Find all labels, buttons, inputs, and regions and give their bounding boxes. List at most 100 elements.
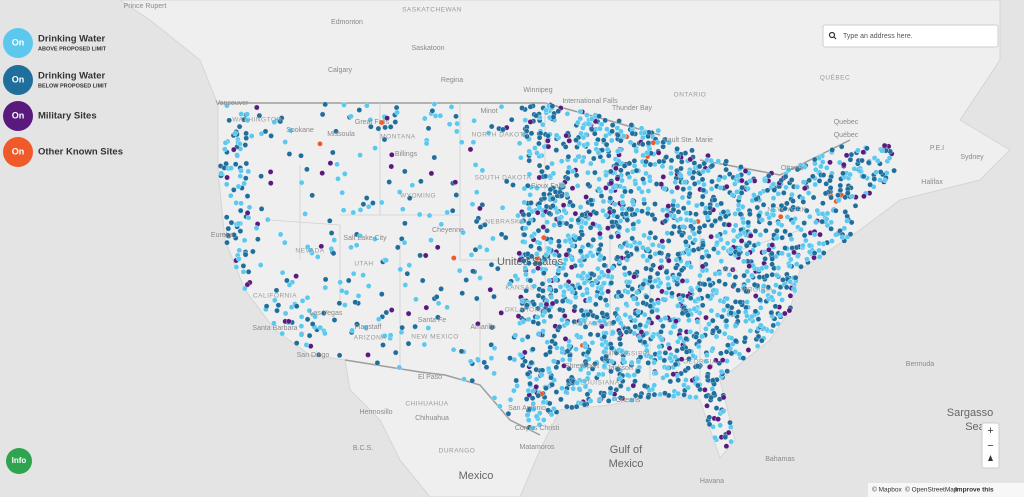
site-dot[interactable] <box>758 305 764 311</box>
site-dot[interactable] <box>569 289 576 295</box>
site-dot[interactable] <box>637 393 644 400</box>
site-dot[interactable] <box>751 192 757 198</box>
site-dot[interactable] <box>232 130 238 137</box>
site-dot[interactable] <box>238 111 244 117</box>
site-dot[interactable] <box>578 130 584 137</box>
site-dot[interactable] <box>529 425 536 431</box>
site-dot[interactable] <box>675 251 681 257</box>
site-dot[interactable] <box>678 165 684 172</box>
site-dot[interactable] <box>643 170 649 177</box>
site-dot[interactable] <box>654 307 660 313</box>
site-dot[interactable] <box>706 364 713 370</box>
site-dot[interactable] <box>674 347 680 354</box>
site-dot[interactable] <box>688 217 694 224</box>
site-dot[interactable] <box>788 236 795 242</box>
site-dot[interactable] <box>544 339 551 345</box>
site-dot[interactable] <box>721 307 727 313</box>
site-dot[interactable] <box>697 272 703 279</box>
site-dot[interactable] <box>474 295 480 302</box>
site-dot[interactable] <box>669 188 675 195</box>
site-dot[interactable] <box>267 169 274 175</box>
site-dot[interactable] <box>886 155 893 161</box>
site-dot[interactable] <box>460 229 466 236</box>
site-dot[interactable] <box>590 237 597 243</box>
site-dot[interactable] <box>724 368 730 374</box>
site-dot[interactable] <box>694 319 701 325</box>
site-dot[interactable] <box>567 356 573 363</box>
site-dot[interactable] <box>764 211 770 217</box>
site-dot[interactable] <box>695 343 702 350</box>
site-dot[interactable] <box>226 117 232 124</box>
site-dot[interactable] <box>456 267 463 274</box>
site-dot[interactable] <box>319 111 326 118</box>
site-dot[interactable] <box>718 236 724 243</box>
site-dot[interactable] <box>619 193 626 199</box>
site-dot[interactable] <box>429 108 436 114</box>
site-dot[interactable] <box>382 333 388 339</box>
site-dot[interactable] <box>843 152 850 159</box>
site-dot[interactable] <box>620 356 626 363</box>
site-dot[interactable] <box>573 346 579 352</box>
site-dot[interactable] <box>859 157 865 164</box>
attribution-improve[interactable]: Improve this <box>955 487 994 494</box>
site-dot[interactable] <box>667 355 673 361</box>
site-dot[interactable] <box>619 177 625 184</box>
site-dot[interactable] <box>387 332 394 338</box>
site-dot[interactable] <box>236 123 243 130</box>
site-dot[interactable] <box>634 207 640 214</box>
site-dot[interactable] <box>732 299 739 305</box>
site-dot[interactable] <box>860 149 867 155</box>
site-dot[interactable] <box>244 281 251 288</box>
site-dot[interactable] <box>554 261 560 267</box>
site-dot[interactable] <box>322 330 328 337</box>
site-dot[interactable] <box>573 403 580 410</box>
site-dot[interactable] <box>536 140 542 147</box>
site-dot[interactable] <box>541 234 547 241</box>
site-dot[interactable] <box>721 174 728 181</box>
site-dot[interactable] <box>483 364 490 370</box>
site-dot[interactable] <box>596 176 602 182</box>
site-dot[interactable] <box>581 280 588 286</box>
site-dot[interactable] <box>522 358 528 365</box>
site-dot[interactable] <box>737 211 744 217</box>
site-dot[interactable] <box>522 265 528 271</box>
site-dot[interactable] <box>705 293 711 299</box>
site-dot[interactable] <box>520 238 526 245</box>
site-dot[interactable] <box>525 316 532 323</box>
site-dot[interactable] <box>381 136 388 143</box>
site-dot[interactable] <box>413 296 419 303</box>
site-dot[interactable] <box>565 298 571 304</box>
site-dot[interactable] <box>576 140 582 147</box>
site-dot[interactable] <box>522 349 528 356</box>
site-dot[interactable] <box>516 250 523 257</box>
site-dot[interactable] <box>747 178 753 184</box>
site-dot[interactable] <box>409 182 416 188</box>
site-dot[interactable] <box>331 237 337 243</box>
site-dot[interactable] <box>545 132 551 139</box>
site-dot[interactable] <box>719 357 726 363</box>
site-dot[interactable] <box>710 317 716 324</box>
site-dot[interactable] <box>635 218 642 225</box>
site-dot[interactable] <box>402 220 408 227</box>
site-dot[interactable] <box>508 116 515 123</box>
site-dot[interactable] <box>581 401 588 408</box>
site-dot[interactable] <box>679 232 685 238</box>
site-dot[interactable] <box>732 274 739 280</box>
site-dot[interactable] <box>687 394 693 400</box>
site-dot[interactable] <box>244 193 251 199</box>
site-dot[interactable] <box>286 318 292 325</box>
site-dot[interactable] <box>576 235 583 242</box>
site-dot[interactable] <box>660 323 666 329</box>
site-dot[interactable] <box>619 199 626 206</box>
site-dot[interactable] <box>786 263 793 269</box>
site-dot[interactable] <box>633 246 640 252</box>
site-dot[interactable] <box>643 294 650 300</box>
site-dot[interactable] <box>690 353 696 359</box>
site-dot[interactable] <box>708 394 714 401</box>
site-dot[interactable] <box>618 383 624 389</box>
site-dot[interactable] <box>552 277 559 283</box>
site-dot[interactable] <box>775 265 782 271</box>
site-dot[interactable] <box>463 277 469 283</box>
site-dot[interactable] <box>543 385 549 391</box>
site-dot[interactable] <box>238 168 244 174</box>
